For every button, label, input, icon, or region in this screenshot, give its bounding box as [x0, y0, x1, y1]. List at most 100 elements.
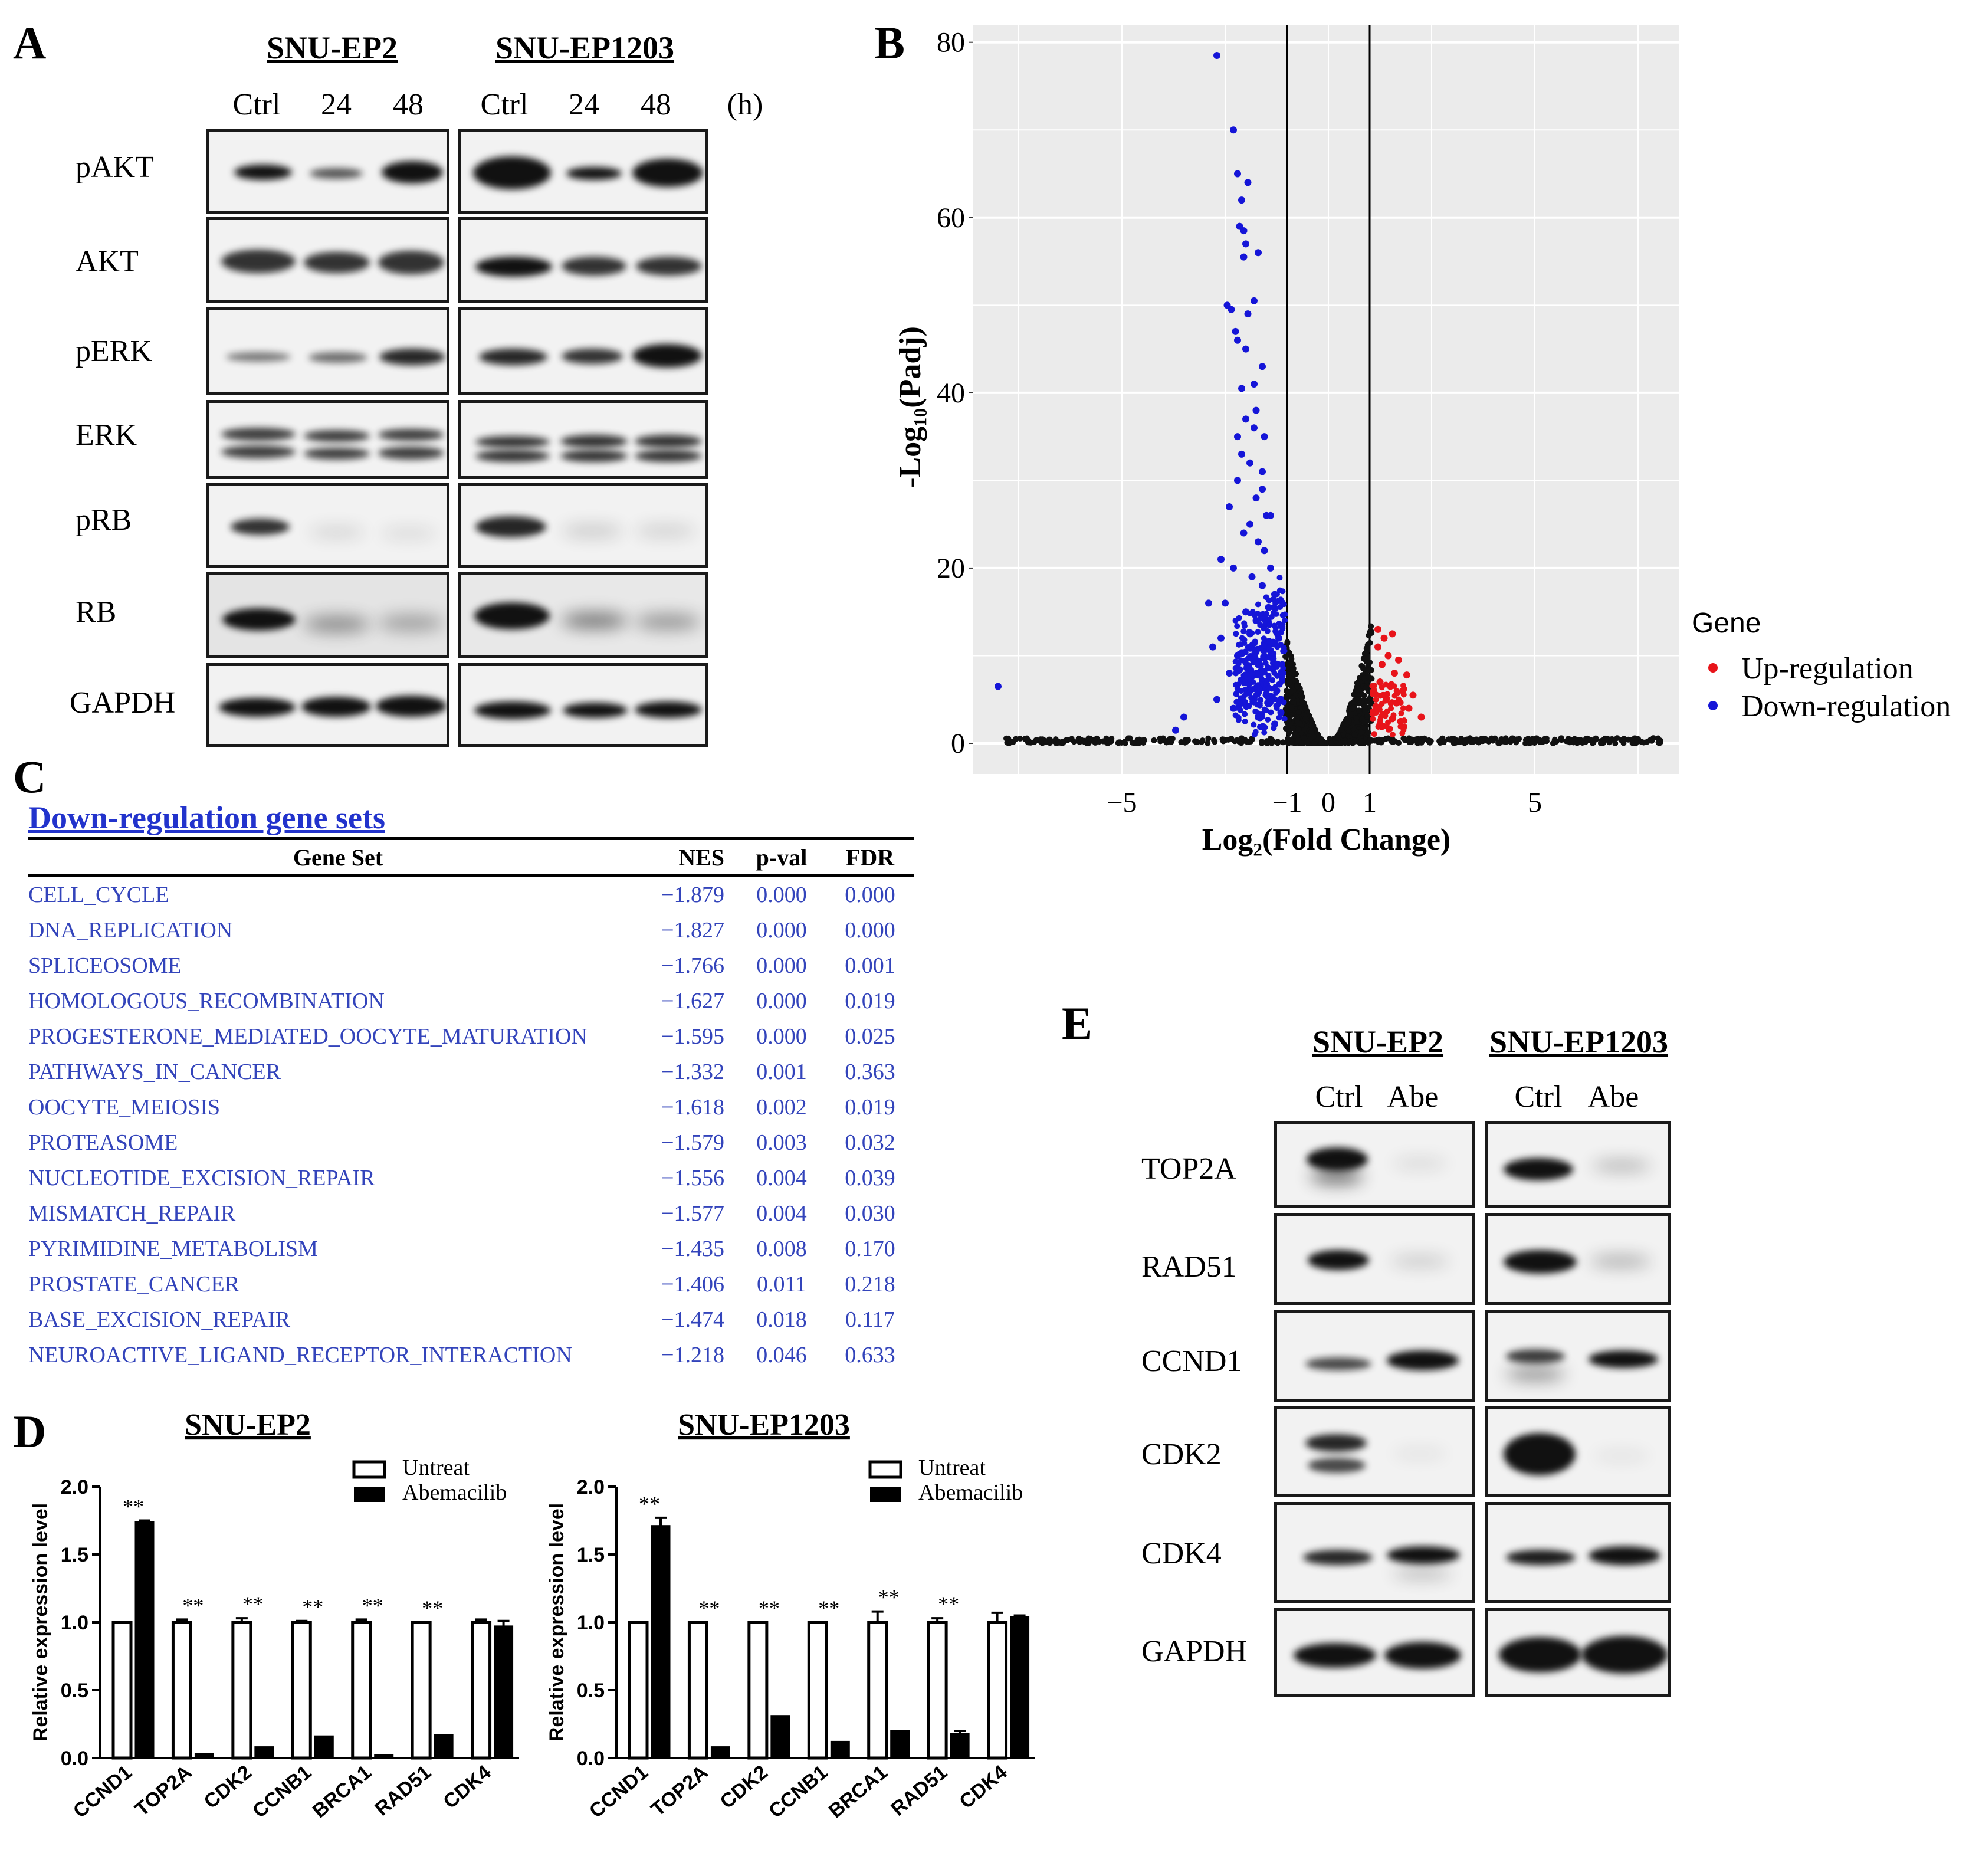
qpcr-bar-abemacilib — [194, 1753, 214, 1759]
volcano-down-point — [1251, 381, 1258, 388]
volcano-ns-point — [1590, 739, 1597, 746]
volcano-down-point — [1232, 658, 1239, 665]
gsea-gene-set: PYRIMIDINE_METABOLISM — [28, 1237, 318, 1261]
volcano-ns-point — [1385, 735, 1391, 742]
qpcr-legend-untreat-swatch — [352, 1460, 386, 1479]
qpcr-bar-untreat — [687, 1621, 708, 1760]
volcano-down-point — [1209, 643, 1216, 651]
qpcr-bar-untreat — [411, 1621, 432, 1760]
volcano-ns-point — [1087, 735, 1093, 742]
qpcr-bar-abemacilib — [710, 1746, 730, 1759]
volcano-ns-point — [1614, 735, 1620, 742]
volcano-down-point — [1259, 714, 1265, 720]
volcano-down-point — [1180, 713, 1187, 721]
blot-rad51-ep1203 — [1485, 1213, 1671, 1305]
volcano-ns-point — [1365, 739, 1371, 746]
gsea-fdr: 0.032 — [845, 1130, 895, 1155]
volcano-down-point — [1271, 725, 1277, 732]
gsea-pval: 0.000 — [756, 953, 807, 978]
volcano-ns-point — [1365, 729, 1371, 736]
volcano-down-point — [1251, 424, 1258, 432]
blot-gapdh-e-ep1203 — [1485, 1608, 1671, 1697]
volcano-ns-point — [1205, 740, 1211, 746]
gsea-row: OOCYTE_MEIOSIS −1.618 0.002 0.019 — [28, 1090, 914, 1125]
volcano-down-point — [1213, 51, 1220, 59]
volcano-legend-down-label: Down-regulation — [1741, 690, 1951, 723]
volcano-ns-point — [1304, 740, 1311, 746]
volcano-down-point — [1247, 674, 1253, 680]
volcano-up-point — [1417, 713, 1425, 721]
volcano-down-point — [1266, 621, 1273, 628]
volcano-down-point — [1232, 665, 1239, 671]
volcano-ns-point — [1038, 738, 1044, 745]
qpcr-significance-mark: ** — [938, 1592, 959, 1616]
volcano-down-point — [1279, 678, 1286, 684]
volcano-y-ticks: 0 20 40 60 80 — [937, 27, 973, 759]
volcano-up-point — [1373, 691, 1379, 697]
volcano-ns-point — [1308, 729, 1315, 735]
gsea-row: DNA_REPLICATION −1.827 0.000 0.000 — [28, 913, 914, 948]
volcano-down-point — [1259, 468, 1266, 475]
volcano-down-point — [1248, 573, 1256, 580]
volcano-down-point — [1259, 363, 1266, 370]
panel-e-lane-abe-1: Abe — [1387, 1080, 1439, 1114]
volcano-down-point — [1282, 611, 1288, 618]
gsea-pval: 0.018 — [756, 1307, 807, 1332]
gsea-nes: −1.827 — [661, 918, 724, 943]
volcano-ns-point — [1365, 667, 1371, 674]
volcano-down-point — [1274, 643, 1280, 650]
volcano-down-point — [1236, 651, 1242, 657]
volcano-ns-point — [1509, 736, 1515, 743]
volcano-up-point — [1394, 690, 1401, 696]
gsea-nes: −1.218 — [661, 1343, 724, 1367]
volcano-ns-point — [1362, 706, 1368, 712]
volcano-down-point — [1233, 698, 1240, 705]
blot-cdk2-ep2 — [1274, 1406, 1475, 1497]
volcano-down-point — [1240, 628, 1247, 635]
qpcr-legend-abemacilib-swatch — [354, 1487, 385, 1502]
blot-rad51-ep2 — [1274, 1213, 1475, 1305]
gsea-fdr: 0.039 — [845, 1166, 895, 1190]
volcano-up-point — [1384, 652, 1392, 660]
qpcr-category-label: CCNB1 — [248, 1761, 316, 1822]
volcano-down-point — [1261, 729, 1268, 736]
gsea-gene-set: BASE_EXCISION_REPAIR — [28, 1307, 291, 1332]
blot-rb-ep1203 — [458, 572, 708, 658]
qpcr-significance-mark: ** — [422, 1596, 443, 1620]
volcano-ns-point — [1342, 740, 1348, 746]
gsea-gene-set: PATHWAYS_IN_CANCER — [28, 1060, 281, 1084]
volcano-down-point — [1269, 677, 1276, 684]
qpcr-category-label: CDK4 — [439, 1761, 495, 1813]
volcano-ns-point — [1363, 684, 1369, 691]
volcano-down-point — [1257, 616, 1263, 622]
volcano-down-point — [1268, 709, 1274, 716]
qpcr-y-tick-label: 1.5 — [61, 1544, 88, 1566]
qpcr-y-tick-label: 1.5 — [577, 1544, 605, 1566]
volcano-down-point — [1245, 644, 1251, 650]
blot-perk-ep2 — [206, 307, 449, 395]
qpcr-bar-untreat — [987, 1621, 1008, 1760]
blot-pakt-ep1203 — [458, 129, 708, 214]
volcano-up-point — [1395, 656, 1402, 664]
volcano-down-point — [1255, 601, 1261, 608]
volcano-y-tick-label: 40 — [937, 378, 965, 409]
volcano-ns-point — [1012, 736, 1019, 742]
qpcr-bar-untreat — [927, 1621, 948, 1760]
volcano-ns-point — [1289, 695, 1296, 701]
qpcr-bar-abemacilib — [770, 1715, 790, 1759]
volcano-ns-point — [1198, 739, 1205, 745]
volcano-up-point — [1390, 712, 1397, 719]
gsea-row: NEUROACTIVE_LIGAND_RECEPTOR_INTERACTION −… — [28, 1337, 914, 1373]
gsea-nes: −1.332 — [661, 1060, 724, 1084]
volcano-ns-point — [1284, 688, 1290, 694]
volcano-down-point — [1234, 170, 1241, 178]
gsea-nes: −1.577 — [661, 1201, 724, 1226]
volcano-legend-title: Gene — [1692, 608, 1761, 639]
gsea-row: PYRIMIDINE_METABOLISM −1.435 0.008 0.170 — [28, 1231, 914, 1267]
volcano-gridlines — [973, 25, 1679, 774]
volcano-up-point — [1384, 691, 1390, 697]
volcano-ns-point — [1348, 711, 1354, 717]
qpcr-bar-abemacilib — [434, 1734, 454, 1759]
volcano-down-point — [1252, 406, 1260, 414]
gsea-pval: 0.000 — [756, 989, 807, 1014]
